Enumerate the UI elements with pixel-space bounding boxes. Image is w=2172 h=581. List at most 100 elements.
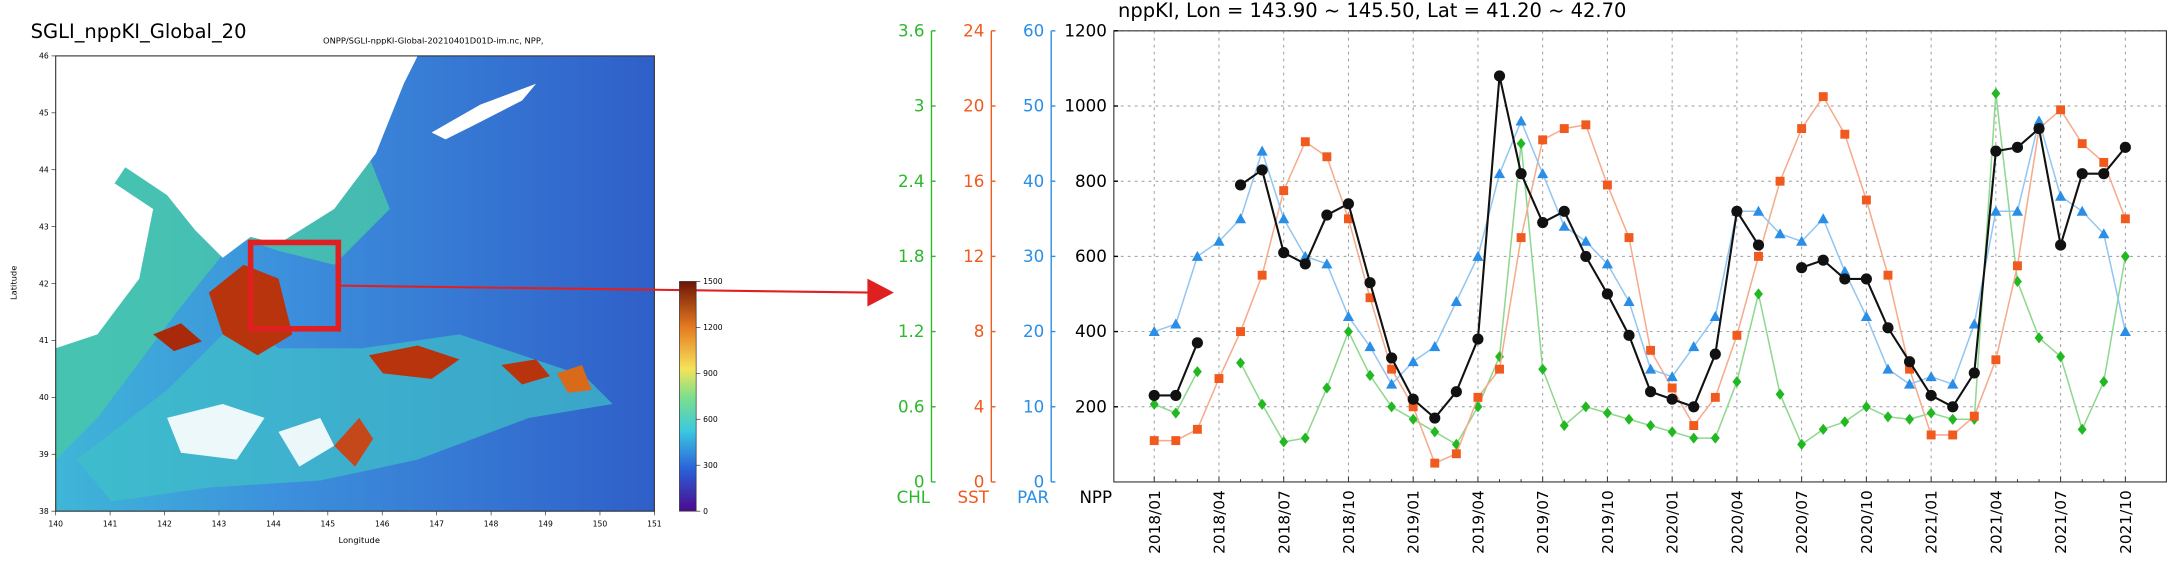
marker <box>1234 213 1247 224</box>
marker <box>1386 378 1398 389</box>
colorbar <box>679 281 697 512</box>
y-tick-label: 50 <box>1023 96 1044 116</box>
y-tick-label: 0 <box>1034 472 1045 492</box>
marker <box>1148 326 1160 337</box>
marker <box>1279 186 1289 196</box>
marker <box>1732 376 1742 388</box>
marker <box>1797 124 1807 134</box>
marker <box>1213 235 1225 246</box>
map-y-tick-label: 42 <box>39 279 49 288</box>
marker <box>1171 436 1181 446</box>
x-tick-label: 2021/10 <box>2117 490 2135 554</box>
marker <box>2033 123 2045 135</box>
marker <box>1429 412 1441 424</box>
marker <box>2011 205 2024 216</box>
marker <box>1968 367 1980 379</box>
marker <box>1170 318 1182 329</box>
marker <box>1278 213 1290 224</box>
axis-name: PAR <box>1017 487 1049 507</box>
marker <box>1882 363 1894 374</box>
marker <box>1343 214 1353 224</box>
marker <box>1322 152 1332 162</box>
y-tick-label: 20 <box>1023 321 1044 341</box>
marker <box>1149 436 1159 446</box>
colorbar-tick-label: 1500 <box>703 277 723 286</box>
marker <box>1559 124 1569 134</box>
marker <box>1991 355 2001 365</box>
marker <box>1407 393 1419 405</box>
marker <box>1322 382 1332 394</box>
map-x-tick-label: 151 <box>647 519 662 528</box>
marker <box>1861 195 1871 205</box>
map-bloom <box>556 364 592 393</box>
marker <box>1493 70 1506 82</box>
marker <box>2055 190 2067 201</box>
marker <box>2077 139 2087 149</box>
marker <box>2099 157 2109 167</box>
y-tick-label: 12 <box>963 246 984 266</box>
y-tick-label: 10 <box>1023 396 1044 416</box>
marker <box>1601 258 1613 269</box>
map-land <box>55 55 418 258</box>
marker <box>1408 402 1418 412</box>
marker <box>1990 145 2002 157</box>
marker <box>1689 432 1699 444</box>
marker <box>1731 205 1743 217</box>
marker <box>1493 168 1506 179</box>
colorbar-tick-label: 900 <box>703 369 718 378</box>
map-cloud <box>167 403 265 460</box>
map-cloud <box>278 417 335 467</box>
marker <box>2056 351 2066 363</box>
series-line <box>1153 118 2127 386</box>
marker <box>1472 250 1484 261</box>
marker <box>1451 449 1461 459</box>
marker <box>1581 401 1591 413</box>
map-x-tick-label: 148 <box>484 519 499 528</box>
map-land <box>55 181 154 349</box>
marker <box>1666 371 1678 382</box>
y-tick-label: 1.8 <box>898 246 925 266</box>
x-tick-label: 2020/07 <box>1793 490 1811 554</box>
marker <box>1148 389 1160 402</box>
x-tick-label: 2018/07 <box>1275 490 1293 554</box>
marker <box>1860 310 1872 321</box>
map-x-tick-label: 142 <box>157 519 172 528</box>
marker <box>1688 341 1700 352</box>
marker <box>1473 392 1483 402</box>
marker <box>1342 310 1355 321</box>
y-tick-label: 1.2 <box>898 321 925 341</box>
marker <box>1646 419 1656 432</box>
marker <box>1365 293 1375 303</box>
marker <box>1840 129 1850 139</box>
map-y-tick-label: 41 <box>39 336 49 345</box>
x-tick-label: 2018/10 <box>1340 490 1358 554</box>
colorbar-tick-label: 300 <box>703 461 718 470</box>
marker <box>1667 383 1677 393</box>
marker <box>1948 413 1958 425</box>
marker <box>2099 376 2109 388</box>
marker <box>1450 295 1462 306</box>
series <box>1148 115 2131 389</box>
marker <box>1321 209 1333 221</box>
marker <box>1537 216 1549 229</box>
x-tick-label: 2021/01 <box>1923 490 1941 554</box>
marker <box>1818 92 1828 102</box>
marker <box>1278 247 1290 259</box>
marker <box>1754 251 1763 261</box>
marker <box>1926 407 1936 419</box>
marker <box>2120 214 2130 224</box>
marker <box>1407 356 1419 367</box>
marker <box>1516 233 1526 243</box>
marker <box>1905 364 1915 374</box>
marker <box>2077 423 2087 435</box>
marker <box>1667 426 1677 438</box>
marker <box>2098 168 2110 180</box>
marker <box>1364 341 1376 352</box>
marker <box>1666 393 1678 405</box>
marker <box>1645 363 1657 374</box>
marker <box>1191 250 1203 261</box>
marker <box>1709 310 1721 321</box>
marker <box>1516 138 1526 150</box>
marker <box>2076 205 2088 216</box>
